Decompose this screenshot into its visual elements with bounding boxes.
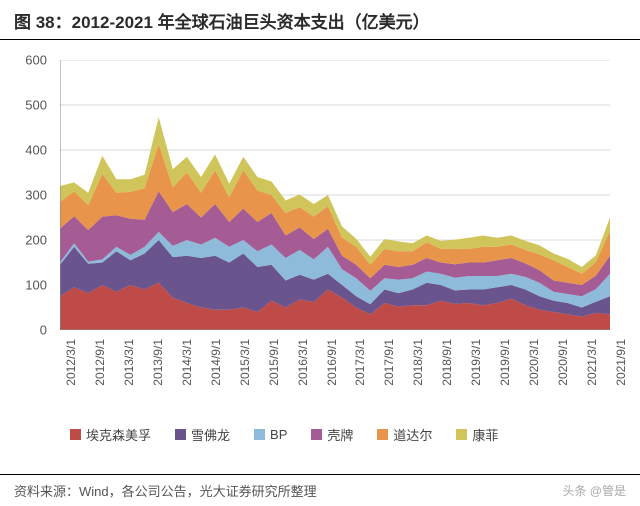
x-tick-label: 2016/3/1 [296,339,310,386]
legend-item: 道达尔 [377,425,432,444]
source-text: 资料来源：Wind，各公司公告，光大证券研究所整理 [14,481,317,500]
x-tick-label: 2014/9/1 [209,339,223,386]
x-tick-label: 2013/3/1 [122,339,136,386]
x-tick-label: 2018/3/1 [411,339,425,386]
x-tick-label: 2016/9/1 [325,339,339,386]
x-axis-labels: 2012/3/1 2012/9/1 2013/3/1 2013/9/1 2014/3/1… [60,335,610,415]
x-tick-label: 2015/9/1 [267,339,281,386]
legend-swatch [254,429,265,440]
legend-label: 雪佛龙 [191,425,230,444]
y-tick-label: 0 [40,323,47,338]
x-tick-label: 2014/3/1 [180,339,194,386]
legend-label: 道达尔 [393,425,432,444]
legend-label: 康菲 [472,425,498,444]
legend-swatch [377,429,388,440]
legend-label: 埃克森美孚 [86,425,151,444]
x-tick-label: 2021/9/1 [614,339,628,386]
chart-legend: 埃克森美孚 雪佛龙 BP 壳牌 道达尔 康菲 [70,425,610,444]
y-axis-labels: 0100200300400500600 [0,60,55,330]
legend-item: 雪佛龙 [175,425,230,444]
legend-item: 康菲 [456,425,498,444]
y-tick-label: 200 [25,233,47,248]
legend-swatch [175,429,186,440]
legend-swatch [70,429,81,440]
y-tick-label: 400 [25,143,47,158]
legend-swatch [456,429,467,440]
x-tick-label: 2018/9/1 [440,339,454,386]
legend-item: 壳牌 [311,425,353,444]
y-tick-label: 100 [25,278,47,293]
x-tick-label: 2019/3/1 [469,339,483,386]
chart-title-bar: 图 38：2012-2021 年全球石油巨头资本支出（亿美元） [0,0,640,40]
stacked-area-chart [60,60,610,330]
y-tick-label: 300 [25,188,47,203]
x-tick-label: 2020/9/1 [556,339,570,386]
x-tick-label: 2021/3/1 [585,339,599,386]
chart-title: 图 38：2012-2021 年全球石油巨头资本支出（亿美元） [14,8,626,33]
x-tick-label: 2013/9/1 [151,339,165,386]
legend-label: 壳牌 [327,425,353,444]
x-tick-label: 2012/3/1 [64,339,78,386]
y-tick-label: 500 [25,98,47,113]
y-tick-label: 600 [25,53,47,68]
source-bar: 资料来源：Wind，各公司公告，光大证券研究所整理 头条 @管是 [0,474,640,506]
legend-item: BP [254,425,287,444]
x-tick-label: 2017/3/1 [353,339,367,386]
x-tick-label: 2012/9/1 [93,339,107,386]
x-tick-label: 2015/3/1 [238,339,252,386]
x-tick-label: 2019/9/1 [498,339,512,386]
legend-swatch [311,429,322,440]
x-tick-label: 2017/9/1 [382,339,396,386]
legend-item: 埃克森美孚 [70,425,151,444]
legend-label: BP [270,427,287,442]
x-tick-label: 2020/3/1 [527,339,541,386]
attribution-text: 头条 @管是 [562,482,626,499]
